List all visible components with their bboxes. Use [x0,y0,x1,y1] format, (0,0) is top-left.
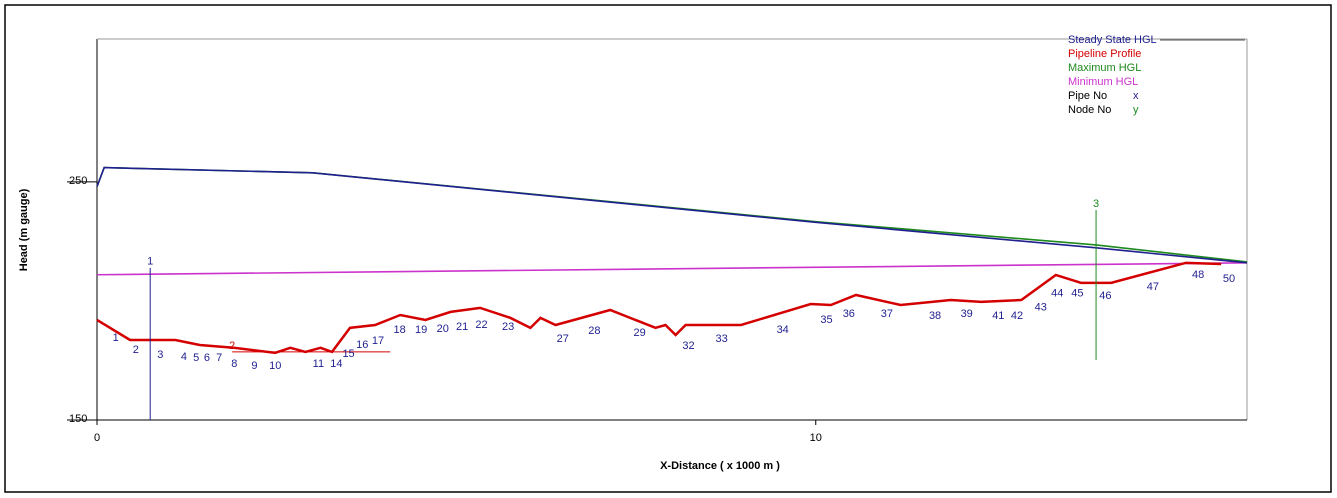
y-tick-label: 150 [69,413,87,425]
legend-symbol: x [1133,90,1139,102]
node-label: 1 [113,332,119,344]
node-label: 5 [193,352,199,364]
node-label: 11 [313,358,324,370]
node-label: 44 [1051,288,1063,300]
legend-entry: Pipeline Profile [1068,48,1141,60]
node-label: 4 [181,351,187,363]
node-label: 33 [715,333,727,345]
node-label: 6 [204,352,210,364]
node-label: 28 [588,325,600,337]
node-label: 15 [342,348,354,360]
series-line [96,166,1248,264]
node-label: 27 [557,333,569,345]
node-label: 20 [437,323,449,335]
node-label: 48 [1192,269,1204,281]
node-label: 16 [356,339,368,351]
node-label: 17 [372,335,384,347]
x-axis-label: X-Distance ( x 1000 m ) [660,460,780,472]
node-label: 34 [777,324,789,336]
node-label: 19 [415,324,427,336]
node-label: 22 [475,319,487,331]
y-axis-label: Head (m gauge) [18,188,30,271]
node-label: 2 [133,344,139,356]
node-label: 10 [269,360,281,372]
node-label: 41 [992,310,1004,322]
legend-entry: Minimum HGL [1068,76,1138,88]
y-tick-label: 250 [69,175,87,187]
x-tick-label: 0 [94,432,100,444]
node-label: 35 [820,314,832,326]
node-label: 14 [330,358,342,370]
node-label: 29 [634,327,646,339]
legend-entry: Maximum HGL [1068,62,1141,74]
node-label: 8 [231,358,237,370]
node-label: 45 [1071,288,1083,300]
node-label: 43 [1035,302,1047,314]
node-label: 38 [929,310,941,322]
marker-label: 3 [1093,198,1099,210]
series-line [96,262,1248,276]
node-label: 7 [216,352,222,364]
legend-entry: Pipe No [1068,90,1107,102]
marker-label: 2 [229,340,235,352]
node-label: 42 [1011,310,1023,322]
node-label: 9 [251,360,257,372]
x-tick-label: 10 [810,432,822,444]
node-label: 39 [961,308,973,320]
node-label: 46 [1099,290,1111,302]
node-label: 37 [881,308,893,320]
node-label: 50 [1223,273,1235,285]
series-line [96,261,1222,355]
legend-entry: Steady State HGL [1068,34,1157,46]
legend-symbol: y [1133,104,1139,116]
node-label: 47 [1147,281,1159,293]
node-label: 23 [502,321,514,333]
legend-entry: Node No [1068,104,1111,116]
node-label: 3 [157,349,163,361]
node-label: 18 [393,324,405,336]
node-label: 36 [843,308,855,320]
marker-label: 1 [147,256,153,268]
node-label: 21 [456,321,468,333]
node-label: 32 [682,340,694,352]
